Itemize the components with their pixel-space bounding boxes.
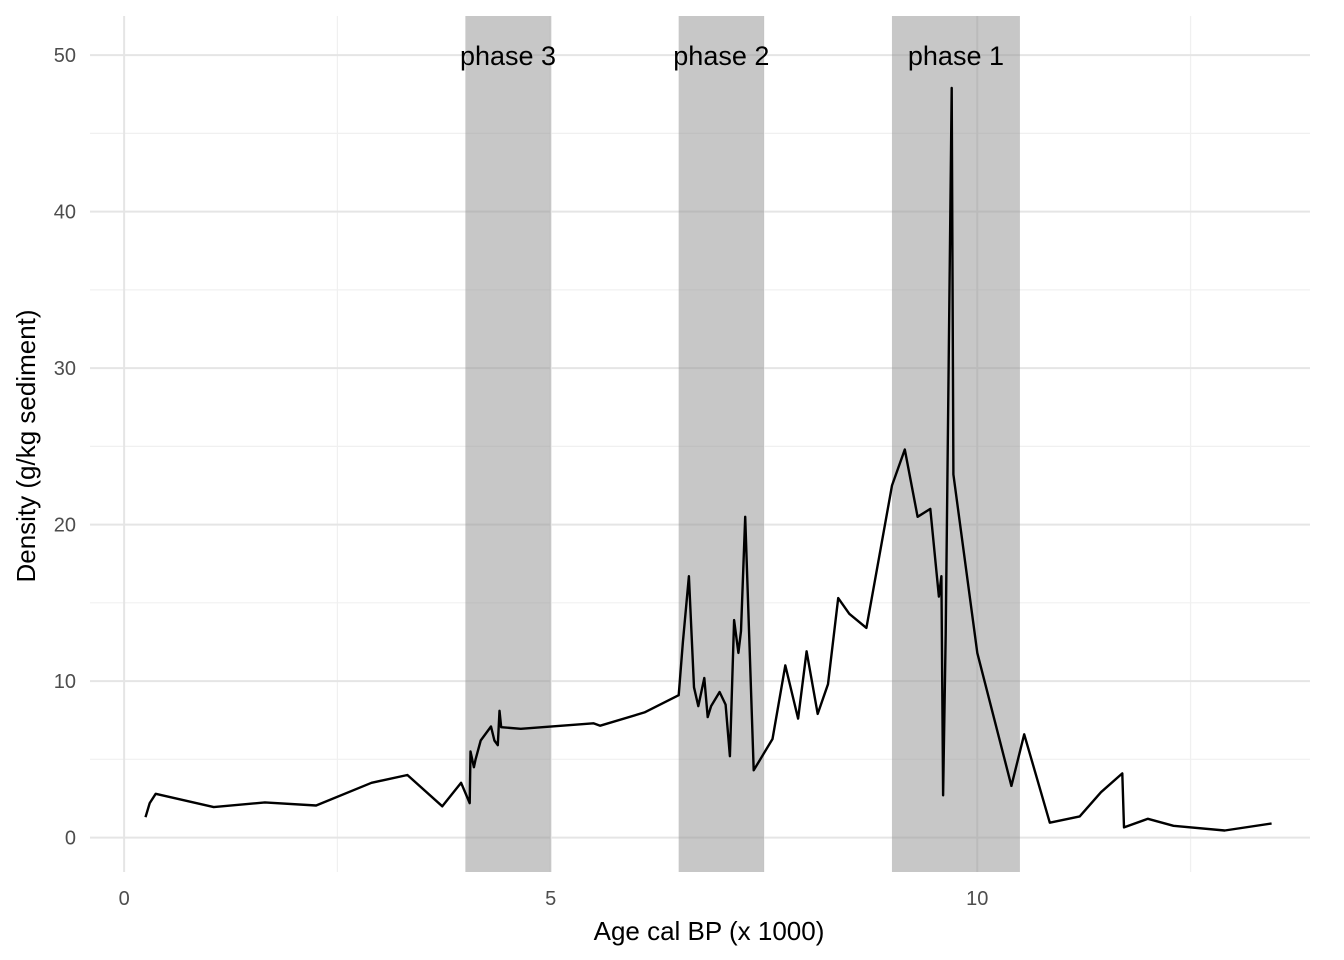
y-tick-label: 40 <box>54 202 76 224</box>
y-tick-label: 0 <box>65 828 76 850</box>
x-axis-title: Age cal BP (x 1000) <box>594 916 825 946</box>
y-axis-ticks: 0 10 20 30 40 50 <box>54 45 76 849</box>
phase-label: phase 3 <box>460 41 556 71</box>
phase-labels: phase 3 phase 2 phase 1 <box>460 41 1004 71</box>
x-axis-ticks: 0 5 10 <box>119 888 989 910</box>
x-tick-label: 10 <box>966 888 988 910</box>
phase-band <box>678 16 764 872</box>
phase-band <box>891 16 1020 872</box>
y-tick-label: 50 <box>54 45 76 67</box>
phase-bands <box>465 16 1020 872</box>
x-tick-label: 0 <box>119 888 130 910</box>
y-axis-title: Density (g/kg sediment) <box>11 309 41 582</box>
y-tick-label: 30 <box>54 358 76 380</box>
series-group <box>144 86 1272 832</box>
series-line <box>144 86 1272 832</box>
phase-band <box>465 16 551 872</box>
y-tick-label: 10 <box>54 671 76 693</box>
phase-label: phase 1 <box>908 41 1004 71</box>
x-tick-label: 5 <box>545 888 556 910</box>
y-tick-label: 20 <box>54 515 76 537</box>
phase-label: phase 2 <box>673 41 769 71</box>
